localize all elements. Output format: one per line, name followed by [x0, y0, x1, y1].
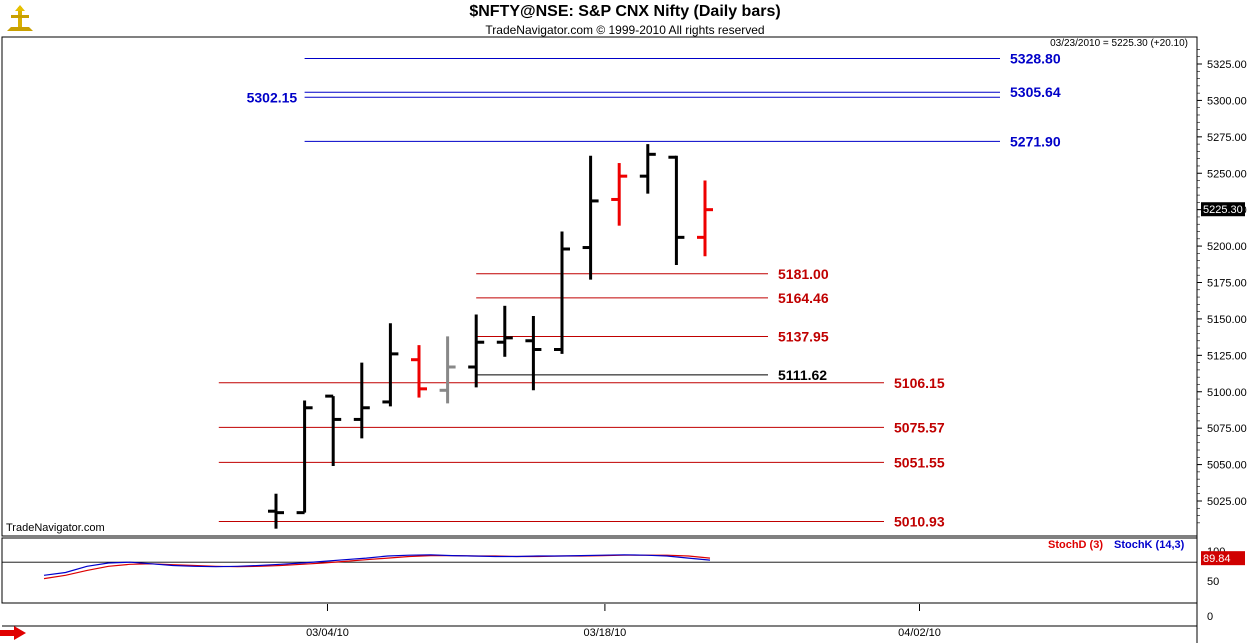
ohlc-bar: [439, 336, 456, 404]
watermark-text: TradeNavigator.com: [6, 522, 105, 534]
y-tick-label: 5150.00: [1207, 314, 1247, 326]
y-tick-label: 5325.00: [1207, 59, 1247, 71]
y-tick-label: 5175.00: [1207, 278, 1247, 290]
y-tick-label: 5075.00: [1207, 423, 1247, 435]
next-arrow-icon[interactable]: [0, 626, 26, 640]
y-tick-label: 5275.00: [1207, 132, 1247, 144]
ohlc-bar: [639, 144, 656, 194]
ohlc-bar: [496, 305, 513, 357]
level-label: 5271.90: [1010, 133, 1061, 149]
ohlc-bar: [325, 394, 342, 467]
ohlc-bar: [468, 314, 485, 388]
stoch-k-line: [43, 554, 711, 576]
indicator-panel-frame: [1, 537, 1198, 604]
stoch-k-legend: StochK (14,3): [1114, 539, 1185, 551]
stoch-d-line: [43, 554, 711, 580]
level-label: 5010.93: [894, 513, 945, 529]
indicator-tick-label: 50: [1207, 576, 1219, 588]
indicator-value-tag: [1201, 551, 1245, 566]
last-price-tag-label: 5225.30: [1203, 204, 1243, 216]
y-tick-label: 5100.00: [1207, 387, 1247, 399]
level-label: 5051.55: [894, 454, 945, 470]
ohlc-bar: [411, 345, 427, 398]
y-tick-label: 5125.00: [1207, 350, 1247, 362]
level-label: 5181.00: [778, 266, 829, 282]
ohlc-bar: [668, 155, 685, 266]
y-tick-label: 5025.00: [1207, 496, 1247, 508]
last-price-tag: [1201, 202, 1245, 217]
x-tick-label: 03/04/10: [306, 627, 349, 639]
level-label: 5164.46: [778, 290, 829, 306]
ohlc-bar: [582, 155, 599, 280]
last-quote: 03/23/2010 = 5225.30 (+20.10): [1050, 38, 1188, 49]
ohlc-bar: [525, 316, 542, 391]
indicator-value-tag-label: 89.84: [1203, 553, 1231, 565]
x-tick-label: 04/02/10: [898, 627, 941, 639]
y-tick-label: 5200.00: [1207, 241, 1247, 253]
level-label: 5111.62: [778, 367, 827, 383]
ohlc-bar: [296, 400, 313, 515]
level-label: 5328.80: [1010, 50, 1061, 66]
ohlc-bar: [268, 493, 284, 529]
level-label: 5302.15: [247, 89, 298, 105]
ohlc-bar: [554, 231, 570, 354]
y-tick-label: 5300.00: [1207, 95, 1247, 107]
y-tick-label: 5050.00: [1207, 460, 1247, 472]
indicator-tick-label: 0: [1207, 611, 1213, 623]
level-label: 5075.57: [894, 419, 945, 435]
ohlc-bar: [382, 323, 399, 407]
level-label: 5106.15: [894, 375, 945, 391]
trade-navigator-logo-icon[interactable]: [3, 3, 37, 35]
ohlc-bar: [611, 163, 628, 226]
ohlc-bar: [353, 362, 370, 439]
x-tick-label: 03/18/10: [583, 627, 626, 639]
stoch-d-legend: StochD (3): [1048, 539, 1103, 551]
level-label: 5305.64: [1010, 84, 1061, 100]
y-tick-label: 5250.00: [1207, 168, 1247, 180]
chart-title: $NFTY@NSE: S&P CNX Nifty (Daily bars): [469, 3, 781, 20]
ohlc-bar: [697, 180, 713, 257]
chart-subtitle: TradeNavigator.com © 1999-2010 All right…: [485, 23, 765, 37]
level-label: 5137.95: [778, 328, 829, 344]
price-panel-frame: [1, 36, 1198, 537]
